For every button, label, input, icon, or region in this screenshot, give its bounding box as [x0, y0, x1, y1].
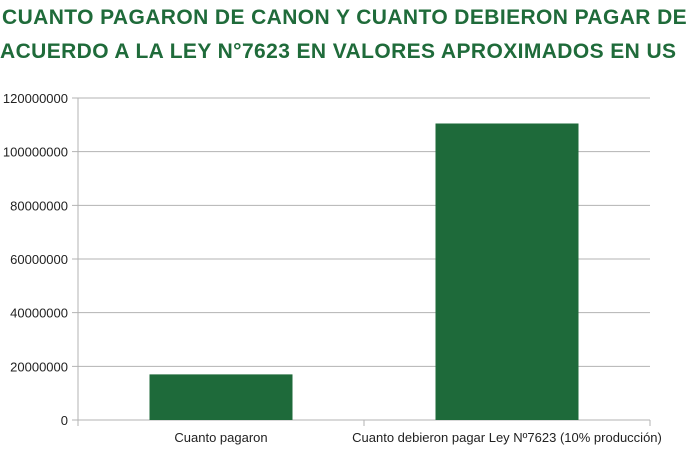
category-label: Cuanto debieron pagar Ley Nº7623 (10% pr… [352, 430, 662, 445]
category-labels: Cuanto pagaron Cuanto debieron pagar Ley … [174, 430, 661, 445]
y-tick-label: 20000000 [10, 359, 68, 374]
bar [435, 123, 579, 420]
y-tick-label: 40000000 [10, 306, 68, 321]
y-tick-label: 100000000 [3, 145, 68, 160]
chart-title-line-2: ACUERDO A LA LEY N°7623 EN VALORES APROX… [0, 40, 677, 63]
y-tick-label: 120000000 [3, 91, 68, 106]
bar [149, 374, 293, 420]
y-tick-label: 80000000 [10, 198, 68, 213]
bars [149, 123, 579, 420]
y-tick-labels: 0 20000000 40000000 60000000 80000000 1000000… [3, 91, 68, 428]
y-tick-label: 60000000 [10, 252, 68, 267]
axes [77, 98, 651, 426]
y-tick-label: 0 [61, 413, 68, 428]
chart-title-line-1: CUANTO PAGARON DE CANON Y CUANTO DEBIERO… [2, 6, 688, 29]
category-label: Cuanto pagaron [174, 430, 267, 445]
